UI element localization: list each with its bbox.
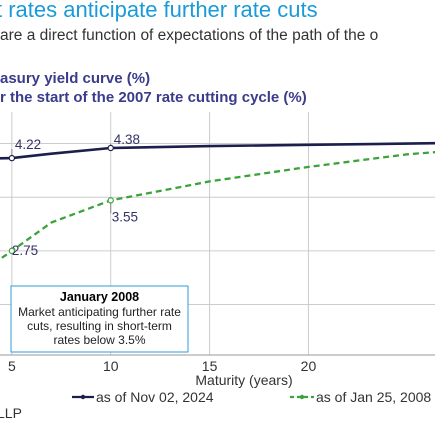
chart-title-line-1: asury yield curve (%) — [0, 70, 151, 87]
x-tick-label: 20 — [301, 358, 317, 374]
x-tick-label: 15 — [202, 358, 218, 374]
x-axis-label: Maturity (years) — [195, 372, 292, 388]
x-tick-label: 10 — [103, 358, 119, 374]
data-label: 4.22 — [15, 137, 41, 152]
data-label: 4.38 — [114, 132, 140, 147]
data-point-marker — [107, 144, 114, 152]
x-tick-label: 5 — [8, 358, 16, 374]
legend-nov-2024-marker — [80, 394, 86, 400]
data-label: 3.55 — [112, 209, 138, 224]
chart-title-line-2: r the start of the 2007 rate cutting cyc… — [0, 89, 307, 106]
page-title: t rates anticipate further rate cuts — [0, 0, 318, 22]
callout-box — [10, 285, 189, 353]
callout-title: January 2008 — [60, 290, 139, 304]
footer-source: LLP — [0, 405, 22, 421]
series-line-jan-2008 — [0, 151, 435, 261]
callout-line: cuts, resulting in short-term — [27, 319, 172, 333]
data-label: 2.75 — [12, 243, 38, 258]
data-point-marker — [8, 247, 16, 255]
legend-jan-2008-marker — [299, 394, 305, 400]
callout-line: rates below 3.5% — [53, 333, 145, 347]
legend-nov-2024-label: as of Nov 02, 2024 — [96, 389, 214, 405]
page-subtitle: are a direct function of expectations of… — [0, 27, 379, 44]
data-point-marker — [107, 197, 114, 204]
callout-line: Market anticipating further rate — [18, 305, 181, 319]
data-point-marker — [8, 154, 16, 162]
legend-jan-2008-label: as of Jan 25, 2008 — [316, 389, 431, 405]
series-line-nov-2024 — [0, 141, 435, 160]
chart-title: asury yield curve (%) r the start of the… — [0, 69, 307, 107]
